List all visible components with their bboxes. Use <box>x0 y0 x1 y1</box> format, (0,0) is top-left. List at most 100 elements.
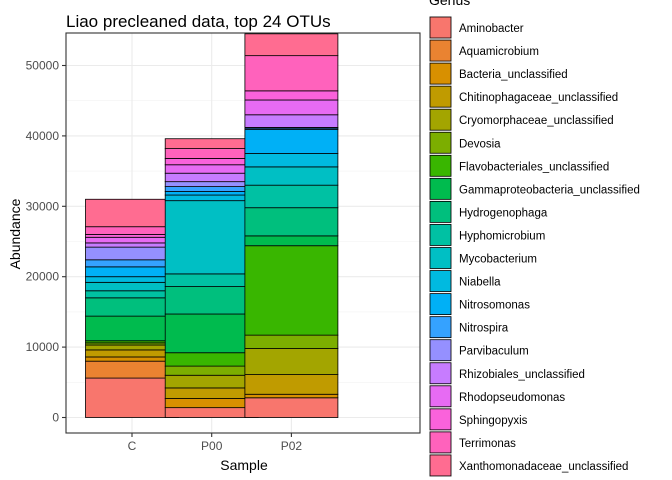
legend-swatch <box>429 224 452 246</box>
bar-stack-P00 <box>164 138 259 418</box>
bar-segment <box>164 365 259 376</box>
bar-segment <box>164 148 259 159</box>
legend-swatch <box>429 85 452 108</box>
axes: 0 10000 20000 30000 40000 50000 C P00 P02 <box>26 32 421 453</box>
legend-item: Nitrospira <box>429 315 509 339</box>
legend-label: Rhodopseudomonas <box>459 392 565 404</box>
legend-swatch <box>429 293 452 316</box>
bar-segment <box>85 349 179 358</box>
bar-segment <box>85 281 179 292</box>
legend-label: Mycobacterium <box>459 254 537 266</box>
bar-segment <box>164 158 259 166</box>
bar-segment <box>164 191 259 196</box>
bar-stack-P02 <box>244 33 339 418</box>
bar-segment <box>244 334 339 349</box>
legend-label: Sphingopyxis <box>459 415 528 427</box>
legend-label: Parvibaculum <box>459 346 529 358</box>
legend-item: Parvibaculum <box>429 338 529 362</box>
legend-label: Devosia <box>459 138 501 150</box>
y-tick-label: 40000 <box>26 129 60 143</box>
bar-segment <box>244 245 339 336</box>
y-tick-label: 30000 <box>26 199 60 213</box>
legend-label: Cryomorphaceae_unclassified <box>459 115 614 127</box>
legend-item: Niabella <box>429 269 501 293</box>
bar-segment <box>85 360 179 379</box>
legend-item: Devosia <box>429 131 501 155</box>
legend-item: Rhizobiales_unclassified <box>429 361 585 385</box>
legend-swatch <box>429 131 452 154</box>
bar-segment <box>85 246 179 261</box>
bar-segment <box>244 166 339 186</box>
legend-swatch <box>429 108 452 131</box>
bar-segment <box>244 90 339 101</box>
legend-item: Terrimonas <box>429 430 516 454</box>
bar-segment <box>164 407 259 418</box>
bar-segment <box>164 164 259 174</box>
legend-swatch <box>429 177 452 200</box>
legend-item: Cryomorphaceae_unclassified <box>429 108 614 132</box>
bar-segment <box>85 276 179 283</box>
legend-item: Flavobacteriales_unclassified <box>429 154 609 178</box>
legend-swatch <box>429 316 452 339</box>
bar-segment <box>244 33 339 57</box>
bar-segment <box>164 194 259 202</box>
legend-swatch <box>429 431 452 454</box>
legend-label: Nitrosomonas <box>459 300 530 312</box>
bar-segment <box>244 397 339 418</box>
bar-segment <box>164 181 259 187</box>
legend-label: Xanthomonadaceae_unclassified <box>459 461 628 473</box>
x-axis-label: Sample <box>220 457 268 473</box>
legend-item: Bacteria_unclassified <box>429 62 568 86</box>
legend-swatch <box>429 454 452 477</box>
bar-segment <box>164 352 259 367</box>
bar-segment <box>244 393 339 399</box>
legend-swatch <box>429 200 452 223</box>
bar-segment <box>85 344 179 351</box>
legend-swatch <box>429 39 452 62</box>
legend-swatch <box>429 270 452 292</box>
x-tick-label: P02 <box>281 439 303 453</box>
bar-segment <box>85 236 179 244</box>
legend-label: Chitinophagaceae_unclassified <box>459 92 618 104</box>
y-tick-label: 10000 <box>26 340 60 354</box>
bar-segment <box>244 55 339 92</box>
bar-segment <box>85 356 179 362</box>
y-tick-label: 20000 <box>26 270 60 284</box>
panel-border <box>65 32 421 434</box>
legend-label: Niabella <box>459 277 501 289</box>
y-tick-label: 0 <box>52 411 59 425</box>
bar-segment <box>244 235 339 247</box>
bar-segment <box>164 138 259 149</box>
legend-title: Genus <box>429 0 470 8</box>
bar-segment <box>164 286 259 315</box>
legend-swatch <box>429 339 452 362</box>
legend-swatch <box>429 385 452 408</box>
x-tick-label: C <box>128 439 137 453</box>
legend-item: Aminobacter <box>429 16 524 39</box>
legend-label: Nitrospira <box>459 323 509 335</box>
legend-item: Nitrosomonas <box>429 292 530 316</box>
legend: Genus Aminobacter Aquamicrobium Bacteria_u… <box>429 0 640 477</box>
legend-item: Hyphomicrobium <box>429 223 545 247</box>
legend-swatch <box>429 362 452 385</box>
legend-item: Rhodopseudomonas <box>429 384 565 408</box>
bar-segment <box>244 184 339 209</box>
legend-item: Xanthomonadaceae_unclassified <box>429 453 628 477</box>
bar-segment <box>85 226 179 235</box>
legend-item: Mycobacterium <box>429 246 537 270</box>
bar-segment <box>164 387 259 399</box>
bars <box>85 33 339 418</box>
legend-swatch <box>429 154 452 177</box>
bar-segment <box>85 290 179 299</box>
bar-segment <box>244 153 339 168</box>
bar-segment <box>244 99 339 116</box>
legend-label: Hydrogenophaga <box>459 207 548 219</box>
bar-segment <box>244 348 339 375</box>
legend-label: Bacteria_unclassified <box>459 69 568 81</box>
legend-label: Aminobacter <box>459 23 524 35</box>
bar-segment <box>244 129 339 154</box>
bar-segment <box>164 398 259 409</box>
bar-segment <box>85 315 179 342</box>
legend-swatch <box>429 408 452 431</box>
legend-swatch <box>429 247 452 269</box>
